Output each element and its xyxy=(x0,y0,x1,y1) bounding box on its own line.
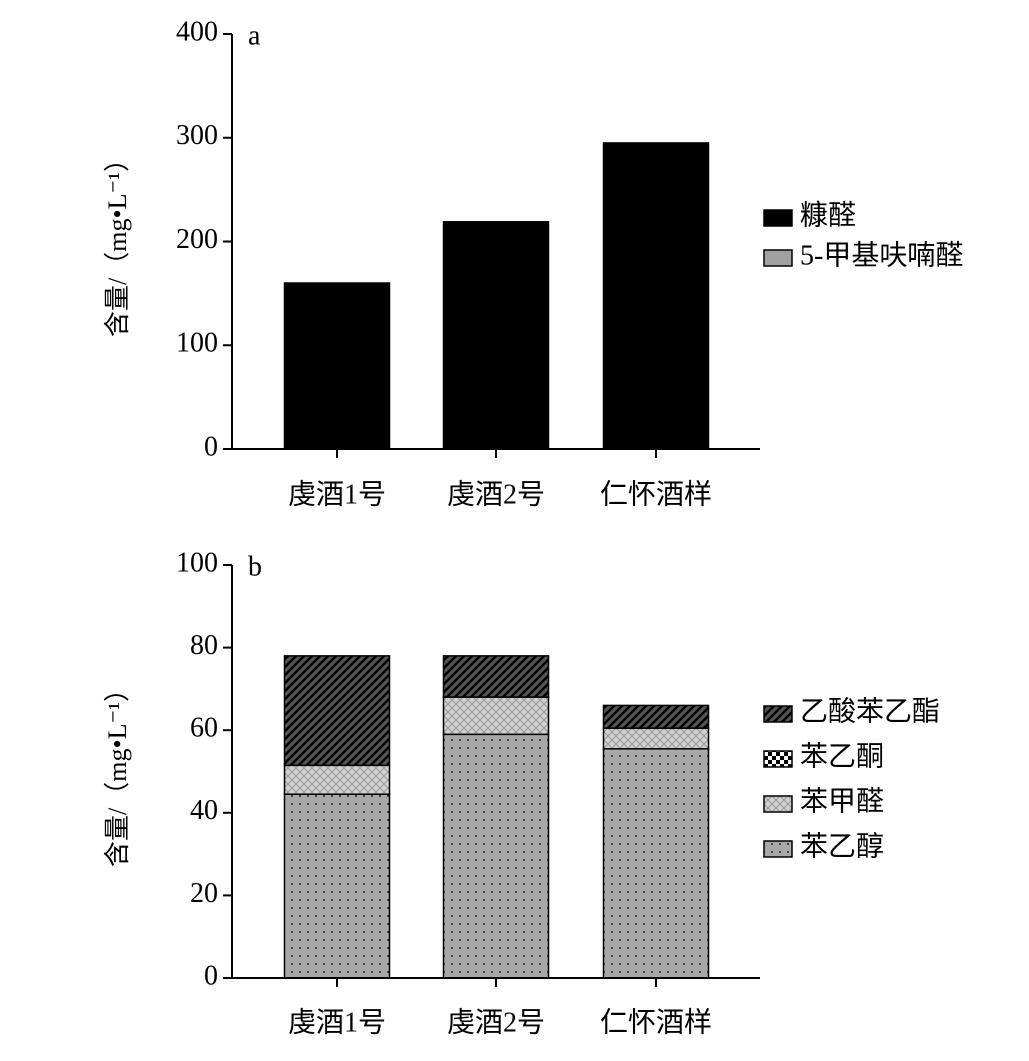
bar-segment xyxy=(283,655,391,767)
legend-swatch xyxy=(763,795,793,813)
y-tick-label: 0 xyxy=(204,960,218,991)
y-tick-label: 60 xyxy=(190,713,218,744)
panel-label: b xyxy=(248,551,262,582)
legend-swatch xyxy=(763,209,793,227)
x-tick-label: 虔酒2号 xyxy=(447,478,545,510)
bar-segment xyxy=(442,221,550,450)
bar-segment xyxy=(283,793,391,979)
y-tick-label: 80 xyxy=(190,630,218,661)
bar-segment xyxy=(602,727,710,750)
x-tick-label: 虔酒1号 xyxy=(288,478,386,510)
legend-swatch xyxy=(763,750,793,768)
x-tick-label: 仁怀酒样 xyxy=(600,478,712,510)
y-tick-label: 100 xyxy=(176,547,218,578)
y-tick-label: 300 xyxy=(176,120,218,151)
x-tick-label: 虔酒1号 xyxy=(288,1006,386,1038)
bar-segment xyxy=(442,733,550,979)
legend-swatch xyxy=(763,840,793,858)
bar-segment xyxy=(283,764,391,795)
bar-segment xyxy=(602,142,710,450)
y-tick-label: 20 xyxy=(190,878,218,909)
y-tick-label: 0 xyxy=(204,431,218,462)
legend-swatch xyxy=(763,705,793,723)
legend-swatch xyxy=(763,249,793,267)
legend-label: 糠醛 xyxy=(800,199,856,231)
y-tick-label: 400 xyxy=(176,16,218,47)
bar-segment xyxy=(442,655,550,698)
bar-segment xyxy=(602,704,710,729)
x-tick-label: 仁怀酒样 xyxy=(600,1006,712,1038)
legend-label: 苯乙醇 xyxy=(800,830,884,862)
y-tick-label: 40 xyxy=(190,795,218,826)
y-tick-label: 100 xyxy=(176,328,218,359)
legend-label: 苯乙酮 xyxy=(800,740,884,772)
bar-segment xyxy=(442,696,550,736)
y-axis-label: 含量/（mg•L⁻¹） xyxy=(103,676,132,867)
y-tick-label: 200 xyxy=(176,224,218,255)
legend-label: 乙酸苯乙酯 xyxy=(800,695,940,727)
legend-label: 5-甲基呋喃醛 xyxy=(800,239,963,271)
panel-label: a xyxy=(248,20,261,51)
bar-segment xyxy=(283,282,391,450)
y-axis-label: 含量/（mg•L⁻¹） xyxy=(103,146,132,337)
bar-segment xyxy=(602,748,710,979)
legend-label: 苯甲醛 xyxy=(800,785,884,817)
x-tick-label: 虔酒2号 xyxy=(447,1006,545,1038)
